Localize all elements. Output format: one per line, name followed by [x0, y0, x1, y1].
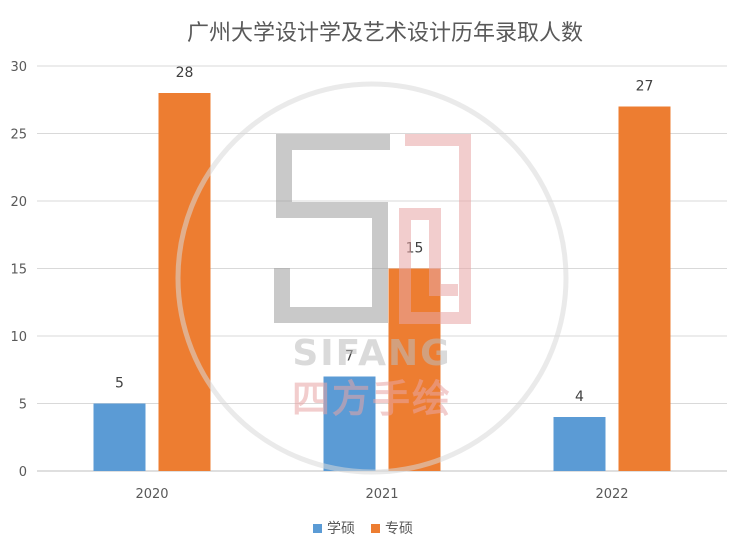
data-label: 5 [115, 376, 124, 392]
y-tick-label: 30 [10, 60, 27, 75]
bars [93, 93, 671, 471]
y-tick-label: 20 [10, 195, 27, 210]
data-label: 4 [575, 389, 584, 405]
data-label: 7 [345, 349, 354, 365]
legend-label: 专硕 [385, 521, 413, 537]
data-label: 27 [636, 79, 654, 95]
bar [323, 376, 376, 471]
watermark: SIFANG 四方手绘 [175, 81, 569, 475]
y-tick-label: 0 [19, 465, 27, 480]
legend-swatch [313, 524, 322, 533]
watermark-logo-red [399, 134, 471, 324]
bar [553, 417, 606, 471]
x-axis: 2020 2021 2022 [135, 487, 628, 502]
y-tick-label: 25 [10, 128, 27, 143]
bar [93, 403, 146, 471]
bar [618, 106, 671, 471]
bar [388, 268, 441, 471]
x-tick-label: 2021 [365, 487, 398, 502]
x-tick-label: 2020 [135, 487, 168, 502]
watermark-logo-gray [274, 134, 390, 323]
y-axis: 0 5 10 15 20 25 30 [10, 60, 27, 480]
legend-label: 学硕 [327, 521, 355, 537]
y-tick-label: 5 [19, 398, 27, 413]
y-tick-label: 15 [10, 263, 27, 278]
data-label: 28 [176, 65, 194, 81]
legend-swatch [371, 524, 380, 533]
y-tick-label: 10 [10, 330, 27, 345]
watermark-ring [175, 81, 569, 475]
legend: 学硕 专硕 [313, 521, 413, 537]
gridlines [37, 65, 727, 472]
watermark-brand-text: 四方手绘 [292, 377, 452, 421]
chart-title: 广州大学设计学及艺术设计历年录取人数 [187, 21, 583, 46]
watermark-logo-text: SIFANG [292, 333, 451, 374]
x-tick-label: 2022 [595, 487, 628, 502]
bar [158, 93, 211, 471]
